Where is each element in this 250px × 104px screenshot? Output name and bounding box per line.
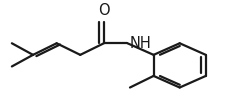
Text: O: O: [98, 3, 110, 18]
Text: NH: NH: [130, 36, 152, 51]
